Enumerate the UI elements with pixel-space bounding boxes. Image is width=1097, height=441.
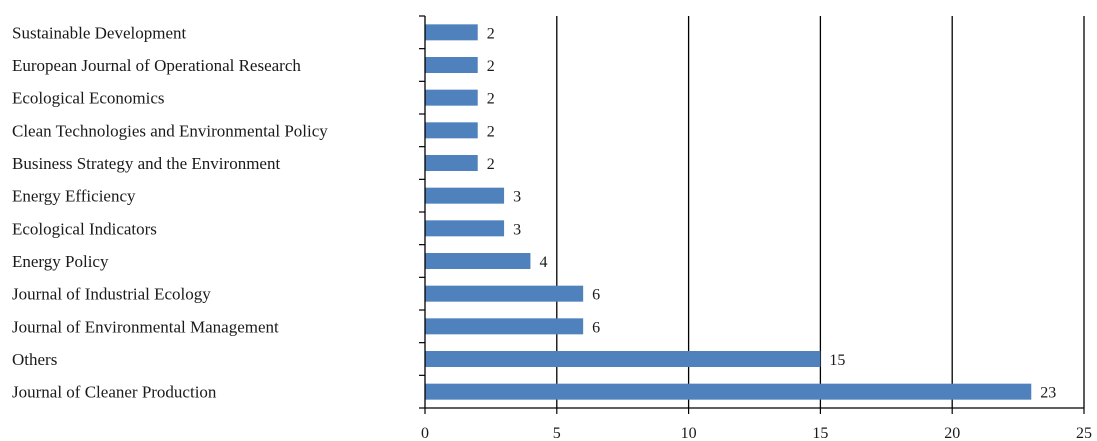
data-label: 2 [487, 91, 495, 108]
data-label: 23 [1040, 385, 1056, 402]
category-label: Sustainable Development [12, 23, 186, 42]
x-tick-label: 0 [421, 425, 429, 441]
bar [425, 383, 1032, 400]
category-label: Clean Technologies and Environmental Pol… [12, 121, 328, 140]
bar [425, 24, 478, 41]
category-label: Business Strategy and the Environment [12, 154, 280, 173]
data-label: 2 [487, 58, 495, 75]
bar [425, 187, 505, 204]
bar [425, 57, 478, 73]
category-label: Journal of Environmental Management [12, 317, 279, 336]
x-tick-label: 10 [681, 425, 697, 441]
x-tick-label: 5 [553, 425, 561, 441]
data-label: 3 [513, 221, 521, 238]
category-label: European Journal of Operational Research [12, 56, 301, 75]
data-label: 2 [487, 123, 495, 140]
bar [425, 351, 821, 367]
bar [425, 318, 584, 335]
bar [425, 220, 505, 237]
bar [425, 155, 478, 171]
bar [425, 122, 478, 139]
data-label: 2 [487, 156, 495, 173]
category-label: Energy Efficiency [12, 187, 136, 206]
data-label: 3 [513, 189, 521, 206]
data-label: 6 [592, 287, 600, 304]
bars [425, 24, 1032, 400]
data-label: 15 [829, 352, 845, 369]
category-label: Ecological Indicators [12, 219, 157, 238]
data-label: 6 [592, 319, 600, 336]
category-label: Ecological Economics [12, 89, 164, 108]
gridlines [556, 16, 1085, 408]
bar [425, 285, 584, 302]
data-label: 4 [539, 254, 547, 271]
axes [419, 15, 1085, 414]
category-label: Journal of Industrial Ecology [12, 285, 211, 304]
x-tick-label: 25 [1076, 425, 1092, 441]
labels: 0 5 10 15 20 25 Sustainable Development 2 Europe… [12, 23, 1092, 441]
bar [425, 253, 531, 269]
x-tick-label: 20 [944, 425, 960, 441]
category-label: Energy Policy [12, 252, 109, 271]
x-tick-label: 15 [812, 425, 828, 441]
bar [425, 89, 478, 106]
category-label: Journal of Cleaner Production [12, 383, 217, 402]
data-label: 2 [487, 25, 495, 42]
category-label: Others [12, 350, 57, 369]
